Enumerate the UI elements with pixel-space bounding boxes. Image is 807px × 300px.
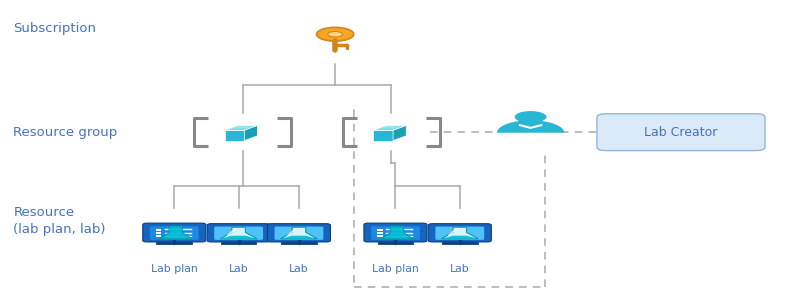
Text: Subscription: Subscription [14,22,97,34]
Text: Resource group: Resource group [14,126,118,139]
FancyBboxPatch shape [371,226,420,240]
Polygon shape [220,236,257,239]
FancyBboxPatch shape [377,232,383,234]
FancyBboxPatch shape [156,229,161,231]
Circle shape [316,27,353,41]
Circle shape [515,111,546,123]
Polygon shape [159,226,193,239]
Polygon shape [374,130,393,141]
Polygon shape [235,126,253,128]
Text: Lab: Lab [228,264,249,274]
Polygon shape [441,236,478,239]
Polygon shape [380,226,414,239]
FancyBboxPatch shape [156,232,161,234]
FancyBboxPatch shape [597,114,765,151]
FancyBboxPatch shape [267,224,331,242]
Text: Lab Creator: Lab Creator [644,126,717,139]
Polygon shape [393,125,406,141]
FancyBboxPatch shape [156,236,161,237]
FancyBboxPatch shape [436,226,484,240]
Text: Lab plan: Lab plan [151,264,198,274]
Polygon shape [441,227,478,239]
Circle shape [328,32,343,37]
Polygon shape [281,227,317,239]
Polygon shape [383,126,401,128]
Text: Lab: Lab [289,264,309,274]
Polygon shape [281,236,317,239]
FancyBboxPatch shape [377,236,383,237]
Polygon shape [224,125,257,130]
FancyBboxPatch shape [377,229,383,231]
Polygon shape [224,130,245,141]
FancyBboxPatch shape [143,223,206,242]
FancyBboxPatch shape [429,224,491,242]
Text: Lab plan: Lab plan [372,264,419,274]
Polygon shape [245,125,257,141]
Text: Resource
(lab plan, lab): Resource (lab plan, lab) [14,206,106,236]
Polygon shape [497,120,564,133]
Polygon shape [374,125,406,130]
FancyBboxPatch shape [364,223,427,242]
FancyBboxPatch shape [274,226,324,240]
FancyBboxPatch shape [214,226,263,240]
Text: Lab: Lab [450,264,470,274]
FancyBboxPatch shape [150,226,199,240]
FancyBboxPatch shape [207,224,270,242]
Polygon shape [220,227,257,239]
